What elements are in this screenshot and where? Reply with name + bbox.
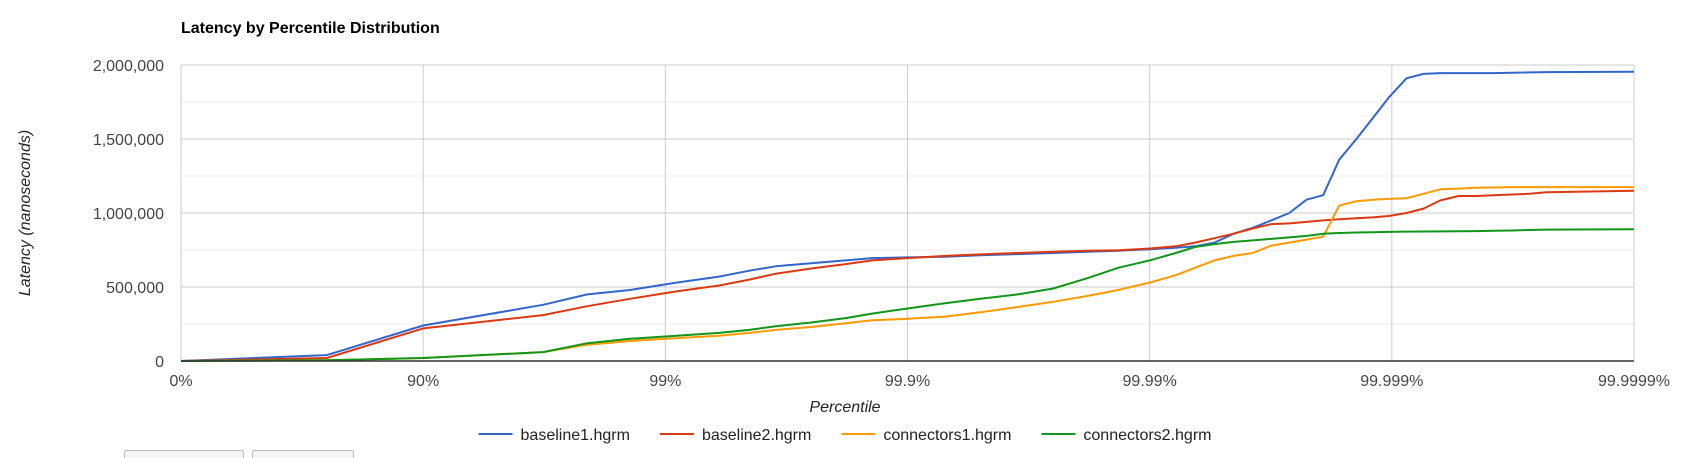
series-lines bbox=[180, 70, 1635, 362]
x-tick-labels: 0% 90% 99% 99.9% 99.99% 99.999% 99.9999% bbox=[169, 373, 1670, 390]
y-tick-label: 1,000,000 bbox=[93, 206, 164, 223]
x-tick-label: 99.9999% bbox=[1598, 373, 1670, 390]
legend-label: baseline2.hgrm bbox=[702, 427, 811, 444]
legend-label: connectors2.hgrm bbox=[1083, 427, 1211, 444]
y-tick-label: 1,500,000 bbox=[93, 132, 164, 149]
gridlines bbox=[180, 64, 1635, 361]
legend-label: baseline1.hgrm bbox=[521, 427, 630, 444]
chart-title: Latency by Percentile Distribution bbox=[181, 20, 440, 37]
y-tick-label: 2,000,000 bbox=[93, 58, 164, 75]
legend-item[interactable]: connectors1.hgrm bbox=[841, 427, 1011, 444]
series-line-baseline2-hgrm bbox=[180, 189, 1635, 362]
y-tick-label: 500,000 bbox=[106, 280, 164, 297]
partial-control-button-1[interactable] bbox=[124, 450, 244, 458]
legend-item[interactable]: baseline1.hgrm bbox=[478, 427, 630, 444]
x-tick-label: 90% bbox=[407, 373, 439, 390]
y-tick-labels: 0 500,000 1,000,000 1,500,000 2,000,000 bbox=[93, 58, 164, 371]
y-tick-label: 0 bbox=[155, 354, 164, 371]
series-line-baseline1-hgrm bbox=[180, 70, 1635, 362]
x-tick-label: 0% bbox=[169, 373, 192, 390]
y-axis-title: Latency (nanoseconds) bbox=[17, 130, 34, 296]
legend-label: connectors1.hgrm bbox=[883, 427, 1011, 444]
x-tick-label: 99.999% bbox=[1360, 373, 1423, 390]
x-axis-title: Percentile bbox=[809, 399, 880, 416]
series-line-connectors2-hgrm bbox=[180, 228, 1635, 362]
legend-item[interactable]: baseline2.hgrm bbox=[659, 427, 811, 444]
partial-control-button-2[interactable] bbox=[252, 450, 354, 458]
legend: baseline1.hgrm baseline2.hgrm connectors1.… bbox=[478, 427, 1211, 444]
legend-item[interactable]: connectors2.hgrm bbox=[1041, 427, 1211, 444]
x-tick-label: 99% bbox=[649, 373, 681, 390]
x-tick-label: 99.9% bbox=[885, 373, 930, 390]
x-tick-label: 99.99% bbox=[1123, 373, 1177, 390]
series-line-connectors1-hgrm bbox=[180, 186, 1634, 362]
